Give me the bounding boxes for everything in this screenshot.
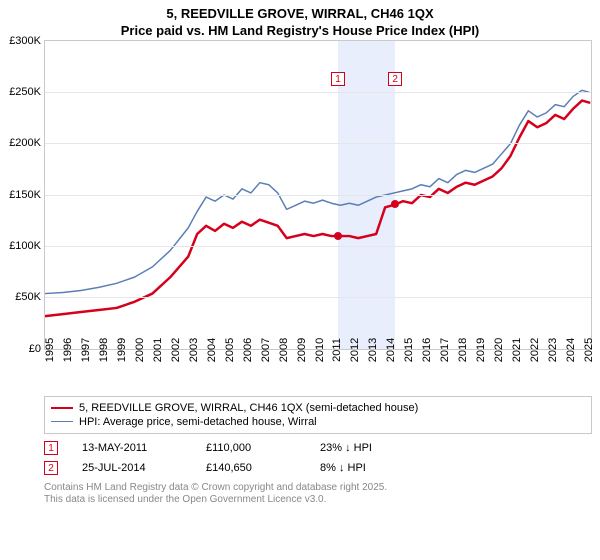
legend-row: 5, REEDVILLE GROVE, WIRRAL, CH46 1QX (se… — [51, 401, 585, 415]
x-tick-label: 2024 — [565, 338, 577, 362]
y-tick-label: £200K — [9, 137, 45, 149]
chart-plot-area: £0£50K£100K£150K£200K£250K£300K12 — [44, 40, 592, 350]
y-gridline — [45, 246, 591, 247]
legend-swatch — [51, 421, 73, 422]
series-subject-line — [45, 100, 589, 316]
chart-legend: 5, REEDVILLE GROVE, WIRRAL, CH46 1QX (se… — [44, 396, 592, 434]
sales-price: £110,000 — [206, 442, 296, 454]
y-gridline — [45, 143, 591, 144]
sales-date: 13-MAY-2011 — [82, 442, 182, 454]
x-tick-label: 1995 — [44, 338, 56, 362]
x-tick-label: 2004 — [206, 338, 218, 362]
y-tick-label: £150K — [9, 189, 45, 201]
footnote-line-1: Contains HM Land Registry data © Crown c… — [44, 482, 592, 495]
x-axis-ticks: 1995199619971998199920002001200220032004… — [44, 350, 592, 390]
y-tick-label: £250K — [9, 86, 45, 98]
sales-date: 25-JUL-2014 — [82, 462, 182, 474]
x-tick-label: 2014 — [385, 338, 397, 362]
x-tick-label: 2019 — [475, 338, 487, 362]
sales-marker: 1 — [44, 441, 58, 455]
sales-row: 1 13-MAY-2011 £110,000 23% ↓ HPI — [44, 438, 592, 458]
title-line-1: 5, REEDVILLE GROVE, WIRRAL, CH46 1QX — [0, 6, 600, 23]
x-tick-label: 2017 — [439, 338, 451, 362]
x-tick-label: 2020 — [493, 338, 505, 362]
x-tick-label: 2015 — [403, 338, 415, 362]
y-tick-label: £0 — [29, 343, 45, 355]
y-gridline — [45, 92, 591, 93]
chart-footnote: Contains HM Land Registry data © Crown c… — [44, 482, 592, 507]
chart-marker-1: 1 — [331, 72, 345, 86]
y-gridline — [45, 297, 591, 298]
legend-label: HPI: Average price, semi-detached house,… — [79, 416, 317, 428]
x-tick-label: 1999 — [116, 338, 128, 362]
x-tick-label: 2001 — [152, 338, 164, 362]
x-tick-label: 2023 — [547, 338, 559, 362]
legend-row: HPI: Average price, semi-detached house,… — [51, 415, 585, 429]
x-tick-label: 2006 — [242, 338, 254, 362]
title-line-2: Price paid vs. HM Land Registry's House … — [0, 23, 600, 40]
x-tick-label: 2016 — [421, 338, 433, 362]
x-tick-label: 2007 — [260, 338, 272, 362]
sales-price: £140,650 — [206, 462, 296, 474]
x-tick-label: 2008 — [278, 338, 290, 362]
sales-hpi: 8% ↓ HPI — [320, 462, 410, 474]
x-tick-label: 2012 — [349, 338, 361, 362]
x-tick-label: 2009 — [296, 338, 308, 362]
sale-dot-2 — [391, 200, 399, 208]
sales-hpi: 23% ↓ HPI — [320, 442, 410, 454]
y-tick-label: £300K — [9, 35, 45, 47]
y-tick-label: £100K — [9, 240, 45, 252]
x-tick-label: 2003 — [188, 338, 200, 362]
sales-marker: 2 — [44, 461, 58, 475]
x-tick-label: 2005 — [224, 338, 236, 362]
chart-marker-2: 2 — [388, 72, 402, 86]
y-tick-label: £50K — [15, 291, 45, 303]
x-tick-label: 1996 — [62, 338, 74, 362]
sale-dot-1 — [334, 232, 342, 240]
sales-table: 1 13-MAY-2011 £110,000 23% ↓ HPI 2 25-JUL-201… — [44, 438, 592, 478]
sales-row: 2 25-JUL-2014 £140,650 8% ↓ HPI — [44, 458, 592, 478]
legend-label: 5, REEDVILLE GROVE, WIRRAL, CH46 1QX (se… — [79, 402, 418, 414]
y-gridline — [45, 195, 591, 196]
x-tick-label: 1998 — [98, 338, 110, 362]
legend-swatch — [51, 407, 73, 409]
x-tick-label: 2021 — [511, 338, 523, 362]
x-tick-label: 2002 — [170, 338, 182, 362]
x-tick-label: 2000 — [134, 338, 146, 362]
series-hpi-line — [45, 90, 589, 293]
x-tick-label: 2025 — [583, 338, 595, 362]
x-tick-label: 2011 — [331, 338, 343, 362]
x-tick-label: 2022 — [529, 338, 541, 362]
x-tick-label: 2018 — [457, 338, 469, 362]
x-tick-label: 2010 — [314, 338, 326, 362]
chart-title: 5, REEDVILLE GROVE, WIRRAL, CH46 1QX Pri… — [0, 0, 600, 40]
footnote-line-2: This data is licensed under the Open Gov… — [44, 494, 592, 507]
x-tick-label: 2013 — [367, 338, 379, 362]
x-tick-label: 1997 — [80, 338, 92, 362]
